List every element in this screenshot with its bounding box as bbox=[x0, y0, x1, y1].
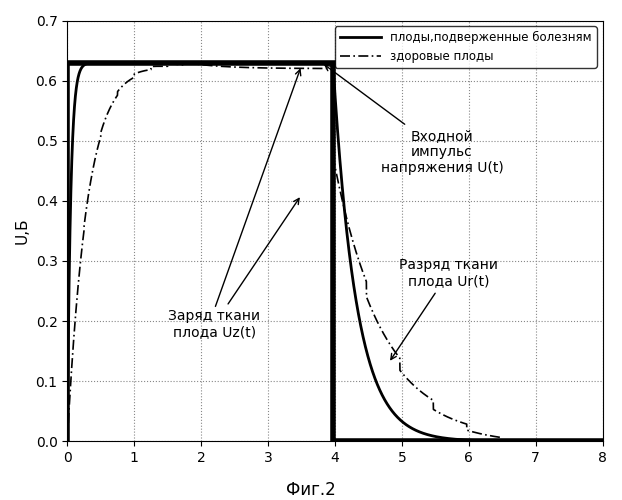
Legend: плоды,подверженные болезням, здоровые плоды: плоды,подверженные болезням, здоровые пл… bbox=[335, 26, 596, 68]
Text: Входной
импульс
напряжения U(t): Входной импульс напряжения U(t) bbox=[325, 65, 503, 175]
Text: Заряд ткани
плода Uz(t): Заряд ткани плода Uz(t) bbox=[169, 198, 299, 339]
Text: Фиг.2: Фиг.2 bbox=[286, 481, 336, 499]
Text: Разряд ткани
плода Ur(t): Разряд ткани плода Ur(t) bbox=[391, 258, 498, 360]
Y-axis label: U,Б: U,Б bbox=[15, 218, 30, 244]
